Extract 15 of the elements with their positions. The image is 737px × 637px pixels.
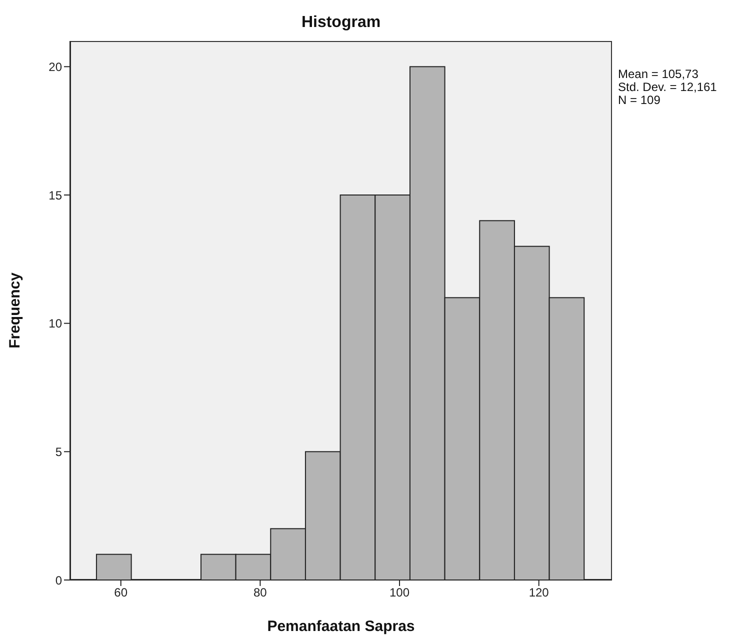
- text: N = 109: [618, 93, 662, 107]
- y-tick-label: 10: [48, 316, 62, 331]
- chart-title: Histogram: [300, 14, 382, 32]
- y-axis-title: Frequency: [6, 272, 24, 348]
- text: Std. Dev. = 12,161: [618, 80, 717, 94]
- y-tick-label: 0: [55, 573, 62, 588]
- x-axis-title: Pemanfaatan Sapras: [267, 618, 415, 635]
- text: Mean = 105,73: [618, 67, 700, 81]
- x-tick-label: 80: [254, 586, 268, 600]
- y-tick-label: 15: [48, 188, 62, 202]
- x-tick-label: 120: [528, 586, 550, 600]
- x-tick-label: 60: [114, 586, 128, 600]
- x-tick-label: 100: [390, 586, 410, 600]
- y-tick-label: 5: [55, 444, 62, 459]
- y-tick-label: 20: [48, 60, 62, 74]
